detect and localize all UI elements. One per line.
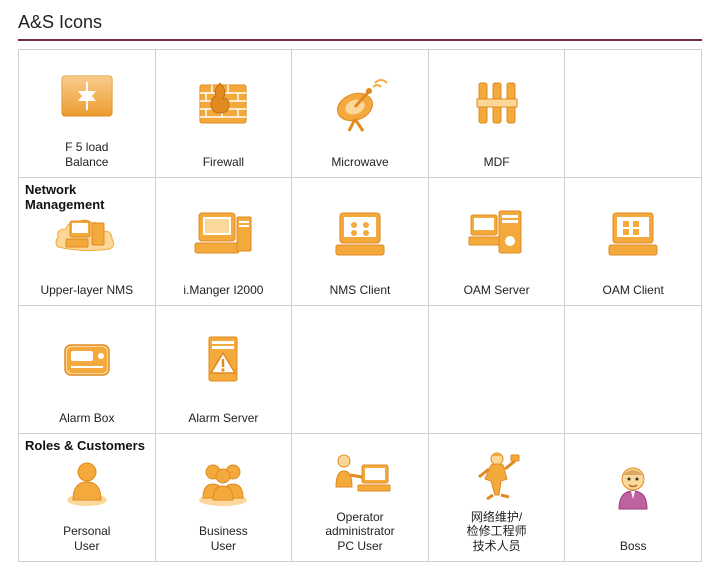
cell-empty-0-4: [565, 50, 702, 178]
f5-label: F 5 loadBalance: [65, 140, 108, 171]
alarm-server-icon: [160, 312, 288, 411]
upper-nms-label: Upper-layer NMS: [40, 283, 133, 299]
engineer-icon: [433, 440, 561, 510]
operator-icon: [296, 440, 424, 510]
cell-oam-client: OAM Client: [565, 178, 702, 306]
cell-alarm-server: Alarm Server: [156, 306, 293, 434]
section-roles: Roles & Customers: [25, 438, 145, 453]
cell-f5: F 5 loadBalance: [19, 50, 156, 178]
firewall-icon: [160, 56, 288, 155]
engineer-label: 网络维护/检修工程师技术人员: [467, 510, 527, 555]
alarm-box-icon: [23, 312, 151, 411]
oam-client-label: OAM Client: [603, 283, 664, 299]
imanager-icon: [160, 184, 288, 283]
nms-client-label: NMS Client: [330, 283, 391, 299]
cell-operator: OperatoradministratorPC User: [292, 434, 429, 562]
microwave-icon: [296, 56, 424, 155]
cell-boss: Boss: [565, 434, 702, 562]
oam-server-label: OAM Server: [464, 283, 530, 299]
cell-oam-server: OAM Server: [429, 178, 566, 306]
cell-empty-2-3: [429, 306, 566, 434]
cell-nms-client: NMS Client: [292, 178, 429, 306]
cell-empty-2-2: [292, 306, 429, 434]
imanager-label: i.Manger I2000: [183, 283, 263, 299]
cell-engineer: 网络维护/检修工程师技术人员: [429, 434, 566, 562]
cell-personal-user: Roles & Customers PersonalUser: [19, 434, 156, 562]
cell-empty-2-4: [565, 306, 702, 434]
nms-client-icon: [296, 184, 424, 283]
cell-mdf: MDF: [429, 50, 566, 178]
cell-microwave: Microwave: [292, 50, 429, 178]
business-user-icon: [160, 440, 288, 524]
mdf-icon: [433, 56, 561, 155]
alarm-box-label: Alarm Box: [59, 411, 114, 427]
icon-grid: F 5 loadBalance Firewall: [18, 49, 702, 562]
boss-label: Boss: [620, 539, 647, 555]
page-title: A&S Icons: [18, 12, 702, 33]
cell-business-user: BusinessUser: [156, 434, 293, 562]
cell-imanager: i.Manger I2000: [156, 178, 293, 306]
firewall-label: Firewall: [203, 155, 244, 171]
microwave-label: Microwave: [331, 155, 388, 171]
f5-icon: [23, 56, 151, 140]
oam-client-icon: [569, 184, 697, 283]
alarm-server-label: Alarm Server: [188, 411, 258, 427]
operator-label: OperatoradministratorPC User: [325, 510, 394, 555]
cell-upper-nms: Network Management Upper-layer NMS: [19, 178, 156, 306]
oam-server-icon: [433, 184, 561, 283]
mdf-label: MDF: [484, 155, 510, 171]
boss-icon: [569, 440, 697, 539]
section-network-mgmt: Network Management: [25, 182, 155, 212]
title-underline: [18, 39, 702, 41]
cell-alarm-box: Alarm Box: [19, 306, 156, 434]
cell-firewall: Firewall: [156, 50, 293, 178]
